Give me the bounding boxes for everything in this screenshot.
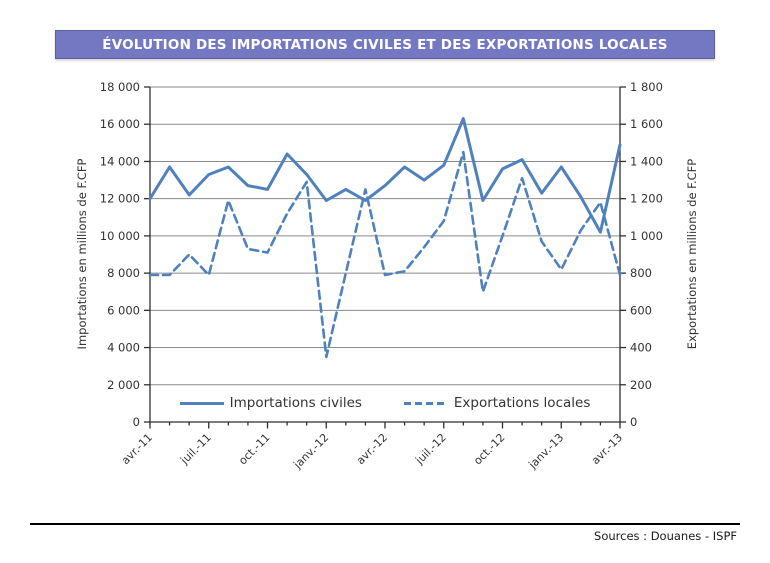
legend-item-exportations: Exportations locales <box>403 395 591 411</box>
x-axis-tick-labels: avr.-11 juil.-11 oct.-11 janv.-12 avr.-12 jui… <box>119 431 625 472</box>
chart-title-banner: ÉVOLUTION DES IMPORTATIONS CIVILES ET DE… <box>55 30 715 59</box>
svg-text:12 000: 12 000 <box>100 192 140 206</box>
right-axis-tick-labels: 0 200 400 600 800 1 000 1 200 1 400 1 600 1 800 <box>630 80 663 429</box>
svg-text:4 000: 4 000 <box>107 341 140 355</box>
svg-text:16 000: 16 000 <box>100 117 140 131</box>
svg-text:0: 0 <box>133 415 140 429</box>
svg-text:avr.-13: avr.-13 <box>589 431 625 467</box>
legend: Importations civiles Exportations locale… <box>150 392 620 414</box>
svg-text:juil.-11: juil.-11 <box>177 431 213 467</box>
sources-text: Sources : Douanes - ISPF <box>594 529 737 543</box>
svg-text:1 400: 1 400 <box>630 154 663 168</box>
svg-text:oct.-12: oct.-12 <box>471 431 507 467</box>
svg-text:avr.-11: avr.-11 <box>119 431 155 467</box>
right-axis-title: Exportations en millions de F.CFP <box>685 158 699 350</box>
left-axis-tick-labels: 0 2 000 4 000 6 000 8 000 10 000 12 000 14 000 1… <box>100 80 140 429</box>
svg-text:janv.-12: janv.-12 <box>290 431 331 472</box>
footer-divider <box>30 523 740 525</box>
svg-text:1 600: 1 600 <box>630 117 663 131</box>
svg-text:1 200: 1 200 <box>630 192 663 206</box>
svg-text:1 000: 1 000 <box>630 229 663 243</box>
left-axis-title: Importations en millions de F.CFP <box>75 158 89 350</box>
svg-text:6 000: 6 000 <box>107 303 140 317</box>
importations-solid-line <box>148 117 622 234</box>
svg-text:2 000: 2 000 <box>107 378 140 392</box>
svg-text:14 000: 14 000 <box>100 154 140 168</box>
axes <box>144 86 626 429</box>
svg-text:juil.-12: juil.-12 <box>412 431 448 467</box>
svg-text:600: 600 <box>630 303 652 317</box>
legend-label-importations: Importations civiles <box>229 395 362 411</box>
svg-text:800: 800 <box>630 266 652 280</box>
svg-text:8 000: 8 000 <box>107 266 140 280</box>
legend-item-importations: Importations civiles <box>179 395 362 411</box>
exportations-dashed-line <box>148 150 622 359</box>
svg-text:oct.-11: oct.-11 <box>236 431 272 467</box>
svg-text:1 800: 1 800 <box>630 80 663 94</box>
chart-title: ÉVOLUTION DES IMPORTATIONS CIVILES ET DE… <box>102 36 668 53</box>
svg-text:janv.-13: janv.-13 <box>525 431 566 472</box>
svg-text:18 000: 18 000 <box>100 80 140 94</box>
svg-text:avr.-12: avr.-12 <box>354 431 390 467</box>
svg-text:400: 400 <box>630 341 652 355</box>
svg-text:200: 200 <box>630 378 652 392</box>
svg-text:0: 0 <box>630 415 637 429</box>
legend-label-exportations: Exportations locales <box>453 395 591 411</box>
gridlines <box>150 86 620 386</box>
dashed-line-swatch <box>403 401 448 405</box>
svg-text:10 000: 10 000 <box>100 229 140 243</box>
solid-line-swatch <box>179 401 224 405</box>
